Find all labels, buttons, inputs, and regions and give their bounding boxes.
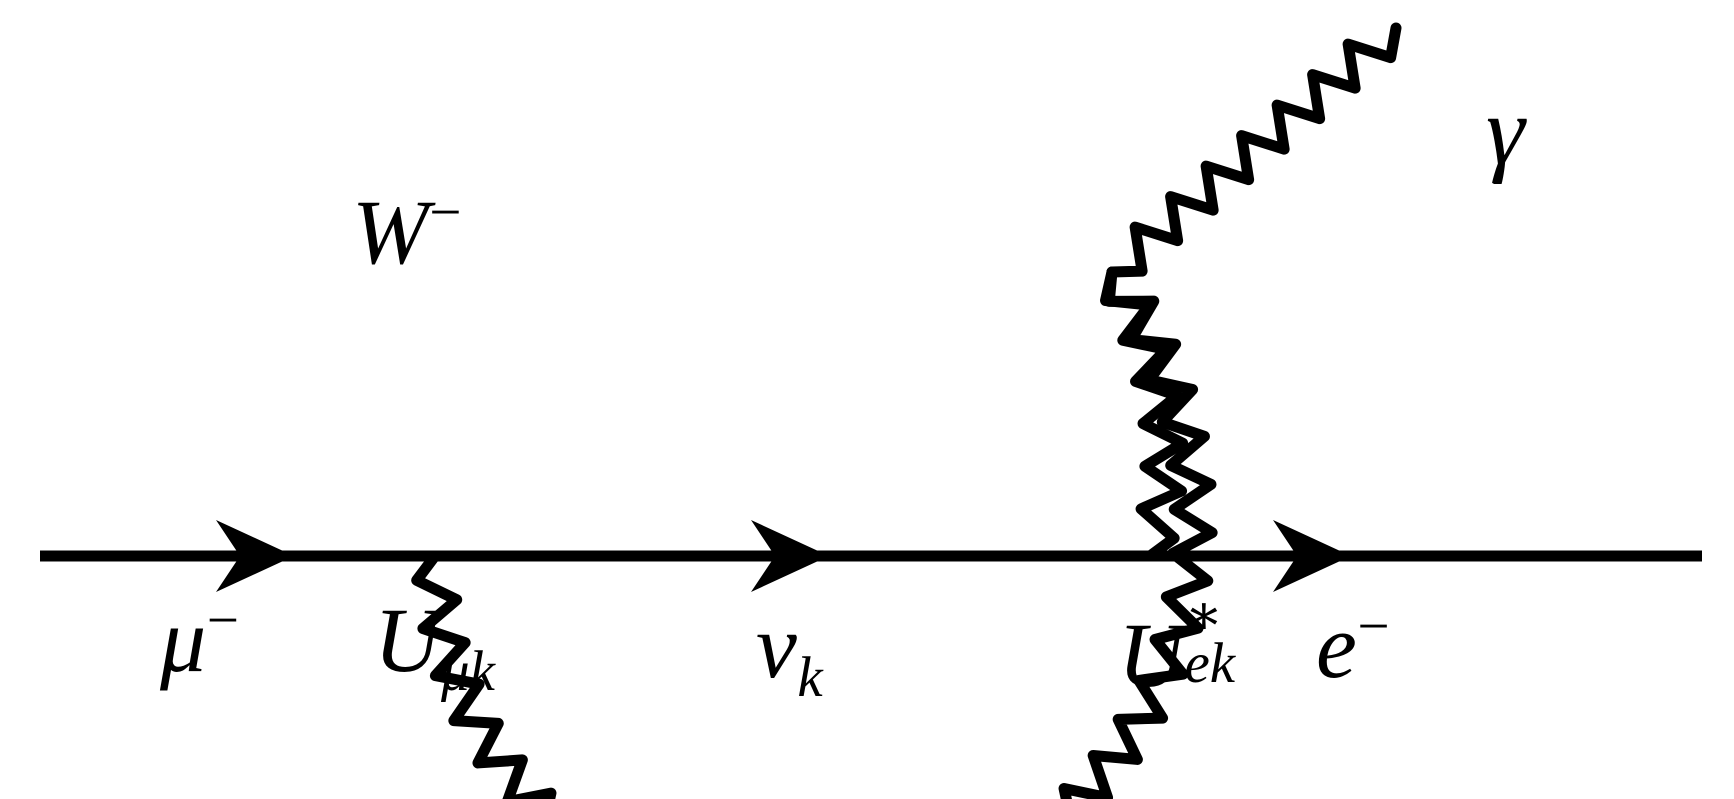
arrowhead-icon-electron (1273, 520, 1351, 592)
arrowhead-icon-neutrino (751, 520, 829, 592)
fermion-line-group (40, 520, 1702, 592)
label-w-boson: W− (352, 184, 461, 278)
photon-wavy-line (1106, 22, 1402, 278)
label-mixing-out-sup: ∗ (1184, 584, 1224, 648)
label-photon-base: γ (1486, 77, 1525, 185)
label-mixing-out-sub: ek (1184, 632, 1236, 696)
label-muon: μ− (160, 592, 239, 686)
label-w-charge: − (429, 181, 462, 245)
label-mixing-in-sub: μk (441, 640, 495, 704)
label-electron: e− (1316, 598, 1390, 692)
label-muon-base: μ (160, 589, 207, 691)
arrowhead-icon-muon (216, 520, 294, 592)
label-electron-charge: − (1357, 595, 1390, 659)
label-neutrino: νk (756, 600, 823, 706)
label-electron-base: e (1316, 595, 1357, 697)
w-boson-wavy-line-right (1100, 266, 1189, 562)
w-boson-wavy-line-left (411, 266, 1218, 799)
label-w-base: W (352, 181, 429, 283)
label-neutrino-sub: k (797, 646, 823, 710)
label-muon-charge: − (206, 589, 239, 653)
label-neutrino-base: ν (756, 595, 797, 697)
label-mixing-out-base: U (1118, 604, 1185, 706)
label-mixing-matrix-in: Uμk (374, 594, 495, 700)
label-mixing-in-base: U (374, 589, 441, 691)
label-photon: γ (1486, 82, 1525, 180)
label-mixing-out-affixes: ∗ ek (1184, 587, 1241, 692)
boson-wave-group (411, 22, 1402, 799)
label-mixing-matrix-out: U ∗ ek (1118, 587, 1241, 701)
